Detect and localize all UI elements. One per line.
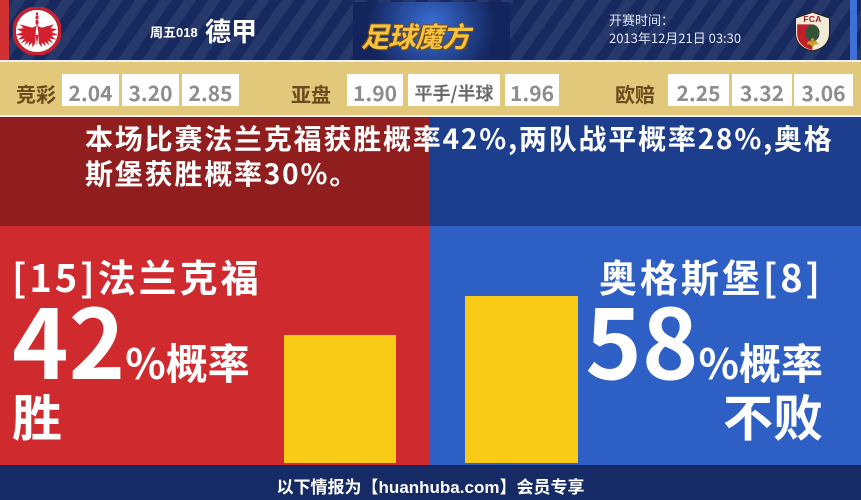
svg-text:FCA: FCA: [803, 14, 821, 24]
